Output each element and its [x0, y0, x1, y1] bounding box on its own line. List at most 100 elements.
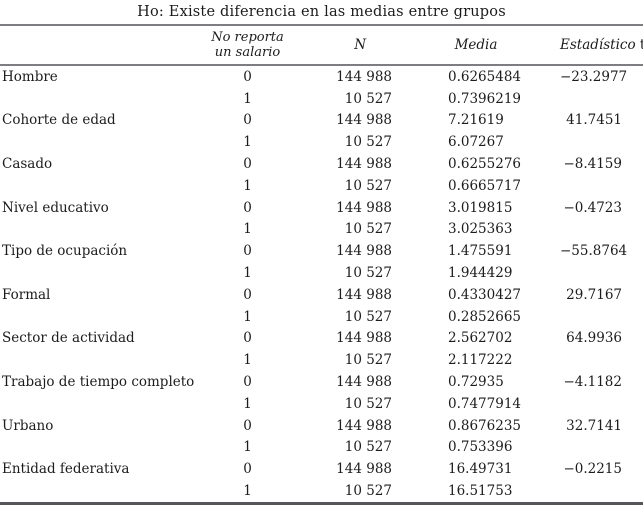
group-value: 1 [243, 352, 252, 369]
row-label: Sector de actividad [2, 330, 135, 347]
header-estadistico-t: Estadístico t [560, 25, 643, 66]
row-label: Trabajo de tiempo completo [2, 374, 195, 391]
group-value: 0 [243, 243, 252, 260]
media-value: 3.019815 [448, 199, 513, 216]
row-label [0, 393, 205, 415]
header-no-reporta-line2: un salario [214, 45, 281, 60]
row-label [0, 480, 205, 503]
t-value [560, 480, 643, 503]
media-value: 16.51753 [448, 483, 513, 500]
group-value: 1 [243, 177, 252, 194]
media-value: 0.6665717 [448, 177, 522, 194]
t-value [560, 88, 643, 110]
n-value: 10 527 [344, 439, 392, 456]
media-value: 1.475591 [448, 243, 513, 260]
t-value: 64.9936 [566, 330, 622, 347]
media-value: 0.6255276 [448, 156, 522, 173]
table-row: 1 10 527 0.6665717 [0, 175, 643, 197]
t-value [560, 393, 643, 415]
header-n: N [290, 25, 392, 66]
header-media: Media [392, 25, 560, 66]
n-value: 10 527 [344, 395, 392, 412]
row-label [0, 219, 205, 241]
table-row: Sector de actividad 0 144 988 2.562702 64.99… [0, 328, 643, 350]
media-value: 3.025363 [448, 221, 513, 238]
table-row: 1 10 527 6.07267 [0, 131, 643, 153]
n-value: 144 988 [336, 417, 392, 434]
media-value: 0.2852665 [448, 308, 522, 325]
statistics-table: No reporta un salario N Media Estadístic… [0, 24, 643, 505]
n-value: 144 988 [336, 68, 392, 85]
table-row: 1 10 527 2.117222 [0, 349, 643, 371]
table-row: 1 10 527 0.753396 [0, 437, 643, 459]
n-value: 144 988 [336, 461, 392, 478]
t-value: −0.2215 [563, 461, 622, 478]
row-label: Hombre [2, 68, 58, 85]
row-label [0, 262, 205, 284]
n-value: 10 527 [344, 221, 392, 238]
media-value: 0.7396219 [448, 90, 522, 107]
n-value: 10 527 [344, 134, 392, 151]
group-value: 1 [243, 221, 252, 238]
group-value: 1 [243, 90, 252, 107]
group-value: 1 [243, 134, 252, 151]
table-row: Urbano 0 144 988 0.8676235 32.7141 [0, 415, 643, 437]
row-label: Nivel educativo [2, 199, 109, 216]
table-row: Casado 0 144 988 0.6255276 −8.4159 [0, 153, 643, 175]
n-value: 10 527 [344, 90, 392, 107]
n-value: 144 988 [336, 112, 392, 129]
header-estadistico-label: Estadístico [560, 37, 636, 53]
row-label [0, 88, 205, 110]
table-row: 1 10 527 0.7396219 [0, 88, 643, 110]
header-row: No reporta un salario N Media Estadístic… [0, 25, 643, 66]
row-label: Cohorte de edad [2, 112, 116, 129]
t-value: −8.4159 [563, 156, 622, 173]
t-value [560, 349, 643, 371]
n-value: 144 988 [336, 243, 392, 260]
t-value: 41.7451 [566, 112, 622, 129]
table-row: 1 10 527 0.2852665 [0, 306, 643, 328]
table-row: Hombre 0 144 988 0.6265484 −23.2977 [0, 65, 643, 88]
table-row: 1 10 527 1.944429 [0, 262, 643, 284]
t-value [560, 437, 643, 459]
group-value: 0 [243, 68, 252, 85]
n-value: 144 988 [336, 156, 392, 173]
n-value: 144 988 [336, 199, 392, 216]
group-value: 0 [243, 374, 252, 391]
row-label [0, 349, 205, 371]
group-value: 1 [243, 308, 252, 325]
row-label: Tipo de ocupación [2, 243, 128, 260]
t-value [560, 131, 643, 153]
table-row: Nivel educativo 0 144 988 3.019815 −0.4723 [0, 197, 643, 219]
t-value: −23.2977 [560, 68, 628, 85]
t-value [560, 306, 643, 328]
media-value: 0.6265484 [448, 68, 522, 85]
n-value: 10 527 [344, 265, 392, 282]
row-label [0, 437, 205, 459]
media-value: 7.21619 [448, 112, 504, 129]
group-value: 1 [243, 439, 252, 456]
t-value: 32.7141 [566, 417, 622, 434]
table-row: Tipo de ocupación 0 144 988 1.475591 −55.876… [0, 240, 643, 262]
group-value: 0 [243, 199, 252, 216]
t-value [560, 219, 643, 241]
header-no-reporta-line1: No reporta [211, 30, 284, 45]
group-value: 1 [243, 395, 252, 412]
row-label: Entidad federativa [2, 461, 130, 478]
group-value: 0 [243, 112, 252, 129]
row-label [0, 306, 205, 328]
group-value: 1 [243, 483, 252, 500]
group-value: 0 [243, 156, 252, 173]
table-row: 1 10 527 3.025363 [0, 219, 643, 241]
media-value: 6.07267 [448, 134, 504, 151]
group-value: 1 [243, 265, 252, 282]
media-value: 1.944429 [448, 265, 513, 282]
row-label [0, 175, 205, 197]
media-value: 2.117222 [448, 352, 513, 369]
t-value: −4.1182 [563, 374, 622, 391]
t-value [560, 262, 643, 284]
table-body: Hombre 0 144 988 0.6265484 −23.2977 1 10 527 0.… [0, 65, 643, 503]
group-value: 0 [243, 461, 252, 478]
header-t-symbol: t [639, 37, 643, 53]
